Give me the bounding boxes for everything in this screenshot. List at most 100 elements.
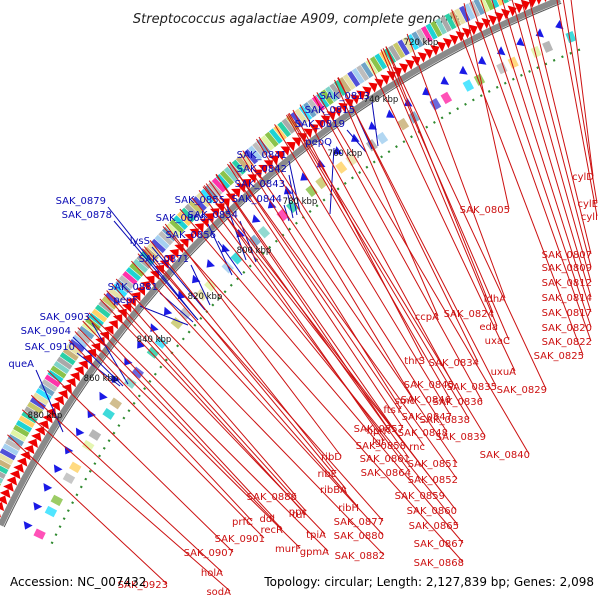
gene-content-block [18,415,35,428]
label-connector [242,150,458,464]
gene-content-block [62,347,79,361]
forward-gene-arrow [23,521,33,530]
reverse-gene-arrow [417,52,427,63]
label-connector [406,33,506,299]
gene-content-block [402,36,415,53]
gene-content-block [50,494,63,507]
gene-content-block [392,42,406,59]
forward-gene-arrow [422,86,431,96]
gene-content-block [132,258,149,273]
label-connector [288,160,301,213]
gene-label-reverse: SAK_0867 [414,539,464,550]
forward-gene-labels: SAK_0813 SAK_0815 SAK_0819 pepQ SAK_0841 SAK_… [8,91,370,370]
gene-content-block [158,230,174,246]
reverse-gene-arrow [462,27,472,39]
gene-content-block [268,128,283,144]
label-connector [205,183,445,496]
label-connector [103,293,306,515]
forward-gene-arrow [43,483,53,492]
gene-label-reverse: SAK_0864 [361,468,411,479]
reverse-gene-arrow [0,489,11,499]
gene-content-block [211,177,227,193]
gene-content-block [324,86,339,103]
gene-label-reverse: SAK_0868 [414,558,464,569]
reverse-gene-arrow [536,0,542,5]
label-connector [337,77,497,387]
gene-content-block [47,369,64,383]
gene-label-reverse: SAK_0814 [542,293,592,304]
page-title: Streptococcus agalactiae A909, complete … [133,12,461,27]
gene-content-block [264,131,279,148]
reverse-gene-arrow [126,297,136,307]
reverse-gene-arrow [274,151,285,161]
gene-content-block [369,56,383,73]
label-connector [451,9,584,356]
reverse-gene-arrow [54,395,65,406]
kbp-label: 740 kbp [364,95,399,105]
label-connector [139,305,189,326]
gene-content-block [125,266,142,282]
gene-content-block [176,211,192,227]
gene-label-reverse: SAK_0846 [401,395,451,406]
reverse-gene-arrow [57,389,68,400]
gene-content-block [294,108,308,125]
gene-label-reverse: recR [261,525,284,536]
reverse-gene-arrow [159,259,169,269]
gene-content-block [56,356,73,370]
gene-content-block [10,429,27,442]
gene-content-block [360,62,374,79]
gene-content-block [244,148,259,165]
gene-label-reverse: eda [479,322,498,333]
gene-content-block [239,152,255,168]
label-connector [111,283,297,497]
reverse-gene-arrow [121,303,132,313]
reverse-gene-arrow [0,501,5,512]
gene-content-block [473,0,485,16]
gene-content-block [491,0,500,9]
gene-content-block [345,153,358,167]
reverse-gene-arrow [286,141,296,152]
reverse-gene-arrow [0,495,8,505]
gene-content-block [439,15,452,33]
gene-content-block [260,135,275,151]
gene-label-reverse: tpiA [306,530,326,541]
reverse-gene-arrow [320,115,331,126]
reverse-gene-arrow [350,94,360,105]
reverse-gene-arrow [362,86,372,97]
gene-content-block [0,471,6,479]
label-connector [511,0,592,283]
label-connector [137,253,359,508]
gene-content-block [62,472,76,485]
gene-label-forward: SAK_0855 [175,195,225,206]
reverse-gene-arrow [164,254,174,264]
label-connector [7,434,168,585]
label-connector [229,161,458,480]
gene-content-block [109,397,122,410]
kbp-label: 780 kbp [283,197,318,207]
label-connector [287,113,470,420]
gene-label-reverse: SAK_0829 [497,385,547,396]
gene-label-forward: SAK_0843 [235,179,285,190]
gene-content-block [178,307,192,320]
gene-content-block [485,0,495,11]
label-connector [288,112,486,437]
gene-label-reverse: ribBA [320,485,347,496]
reverse-gene-arrow [199,218,209,228]
gene-label-reverse: holA [201,568,223,579]
reverse-gene-arrow [16,457,28,467]
label-connector [131,260,384,536]
gene-content-block [416,28,429,45]
label-connector [203,185,385,442]
reverse-gene-arrow [23,444,35,455]
reverse-gene-arrow [184,233,194,243]
gene-content-block [305,184,318,198]
gene-content-block [184,203,200,219]
reverse-gene-arrow [6,476,18,486]
gene-content-block [508,0,513,2]
gene-label-reverse: uxaC [485,336,510,347]
gene-content-block [440,91,453,105]
reverse-gene-arrow [455,31,465,42]
gene-content-block [196,192,211,208]
label-connector [556,0,598,217]
